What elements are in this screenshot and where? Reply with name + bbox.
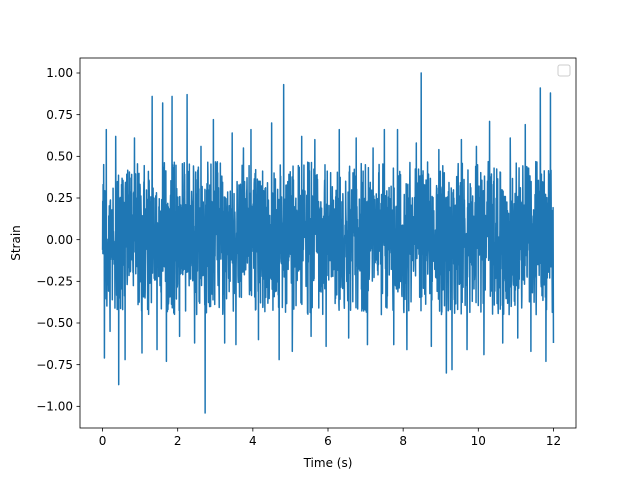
x-tick-label: 8 [399,434,407,448]
x-tick-label: 4 [249,434,257,448]
y-tick-label: −0.75 [36,358,73,372]
y-tick-label: 0.75 [46,108,73,122]
x-tick-label: 10 [471,434,486,448]
y-tick-label: −0.25 [36,275,73,289]
legend-box [557,64,571,77]
y-tick-label: 0.25 [46,191,73,205]
x-tick-label: 0 [99,434,107,448]
x-axis: 0 2 4 6 8 10 12 [99,428,561,448]
y-tick-label: −0.50 [36,316,73,330]
x-tick-label: 6 [324,434,332,448]
y-axis-label: Strain [9,225,23,261]
y-tick-label: 0.50 [46,150,73,164]
x-tick-label: 12 [546,434,561,448]
x-tick-label: 2 [174,434,182,448]
strain-series-line [101,72,555,414]
y-tick-label: −1.00 [36,400,73,414]
y-tick-label: 0.00 [46,233,73,247]
series-layer [101,72,555,414]
y-axis: −1.00 −0.75 −0.50 −0.25 0.00 0.25 0.50 0.75 1.00 [36,66,80,414]
y-tick-label: 1.00 [46,66,73,80]
x-axis-label: Time (s) [303,456,353,470]
